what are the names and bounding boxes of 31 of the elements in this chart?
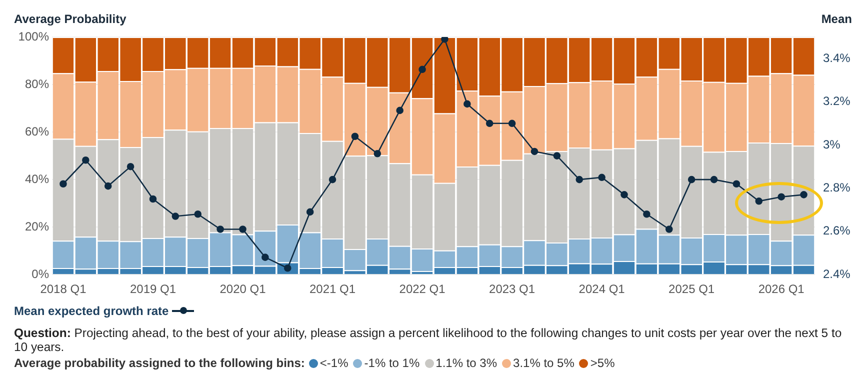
y-tick-label: 100% xyxy=(18,29,50,44)
y2-tick-label: 2.6% xyxy=(823,224,851,238)
legend-label: <-1% xyxy=(318,356,348,370)
x-tick-label: 2026 Q1 xyxy=(758,282,805,296)
y-tick-label: 20% xyxy=(24,219,50,234)
y-tick-label: 0% xyxy=(32,266,50,281)
y2-tick-label: 2.8% xyxy=(823,180,851,195)
y-axis-title: Average Probability xyxy=(14,12,126,26)
y2-axis-title: Mean xyxy=(821,12,852,26)
text: Mean expected growth rate xyxy=(14,304,170,318)
y-tick-label: 40% xyxy=(24,172,50,186)
legend-label: -1% to 1% xyxy=(363,356,420,370)
y-tick-label: 60% xyxy=(24,124,50,138)
x-tick-label: 2022 Q1 xyxy=(399,282,446,296)
y-tick-label: 80% xyxy=(24,76,50,91)
legend-label: >5% xyxy=(589,356,615,370)
x-tick-label: 2021 Q1 xyxy=(309,282,356,296)
text: Question: Projecting ahead, to the best of your ability, please assign a percent likelihood to the following changes to unit costs per year over the next 5 to 10 years. xyxy=(14,326,843,354)
y2-tick-label: 3% xyxy=(823,137,841,152)
x-tick-label: 2025 Q1 xyxy=(668,282,715,296)
x-tick-label: 2018 Q1 xyxy=(40,282,87,296)
x-tick-label: 2019 Q1 xyxy=(130,282,176,296)
x-tick-label: 2024 Q1 xyxy=(578,282,626,296)
legend-label: 1.1% to 3% xyxy=(434,356,498,370)
x-tick-label: 2020 Q1 xyxy=(220,282,266,296)
y2-tick-label: 3.4% xyxy=(823,50,851,65)
legend-label: 3.1% to 5% xyxy=(512,356,574,370)
y2-tick-label: 2.4% xyxy=(823,266,851,281)
x-tick-label: 2023 Q1 xyxy=(489,282,536,296)
legend-title: Average probability assigned to the following bins: xyxy=(14,356,305,370)
y2-tick-label: 3.2% xyxy=(823,94,851,108)
